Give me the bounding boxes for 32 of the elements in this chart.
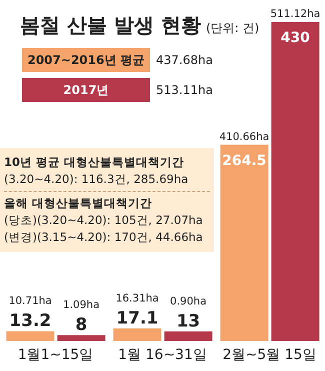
text: 2007~2016년 평균 — [22, 48, 150, 72]
bar — [164, 331, 212, 341]
chart-subtitle: (단위: 건) — [206, 21, 260, 35]
bar — [57, 335, 106, 341]
annotation: 511.12ha — [270, 8, 320, 20]
x-tick-label: 2월~5월 15일 — [222, 346, 316, 363]
annotation: 0.90ha — [170, 295, 207, 308]
chart-title: 봄철 산불 발생 현황 — [20, 13, 201, 37]
annotation: (3.20~4.20): 116.3건, 285.69ha — [4, 171, 190, 188]
annotation: 410.66ha — [219, 130, 270, 143]
data-label: 13 — [176, 311, 200, 332]
annotation: 437.68ha — [156, 53, 213, 67]
bar — [271, 22, 320, 341]
annotation: (당초)(3.20~4.20): 105건, 27.07ha — [4, 212, 204, 229]
bar — [113, 328, 162, 341]
data-label: 264.5 — [222, 152, 266, 169]
data-label: 13.2 — [9, 311, 52, 332]
annotation: 513.11ha — [156, 83, 213, 97]
text: 2017년 — [22, 78, 150, 102]
x-tick-label: 1월 16~31일 — [118, 346, 207, 363]
data-label: 8 — [75, 315, 88, 336]
data-label: 17.1 — [116, 308, 158, 328]
annotation: 10.71ha — [8, 295, 52, 308]
annotation: 올해 대형산불특별대책기간 — [4, 191, 210, 212]
annotation: 1.09ha — [63, 299, 100, 312]
annotation: (변경)(3.15~4.20): 170건, 44.66ha — [4, 229, 204, 246]
bar — [6, 331, 54, 341]
data-label: 430 — [280, 30, 310, 46]
annotation: 16.31ha — [116, 292, 159, 304]
annotation: 10년 평균 대형산불특별대책기간 — [4, 154, 186, 171]
x-tick-label: 1월1~15일 — [18, 346, 94, 363]
bar — [220, 144, 268, 341]
